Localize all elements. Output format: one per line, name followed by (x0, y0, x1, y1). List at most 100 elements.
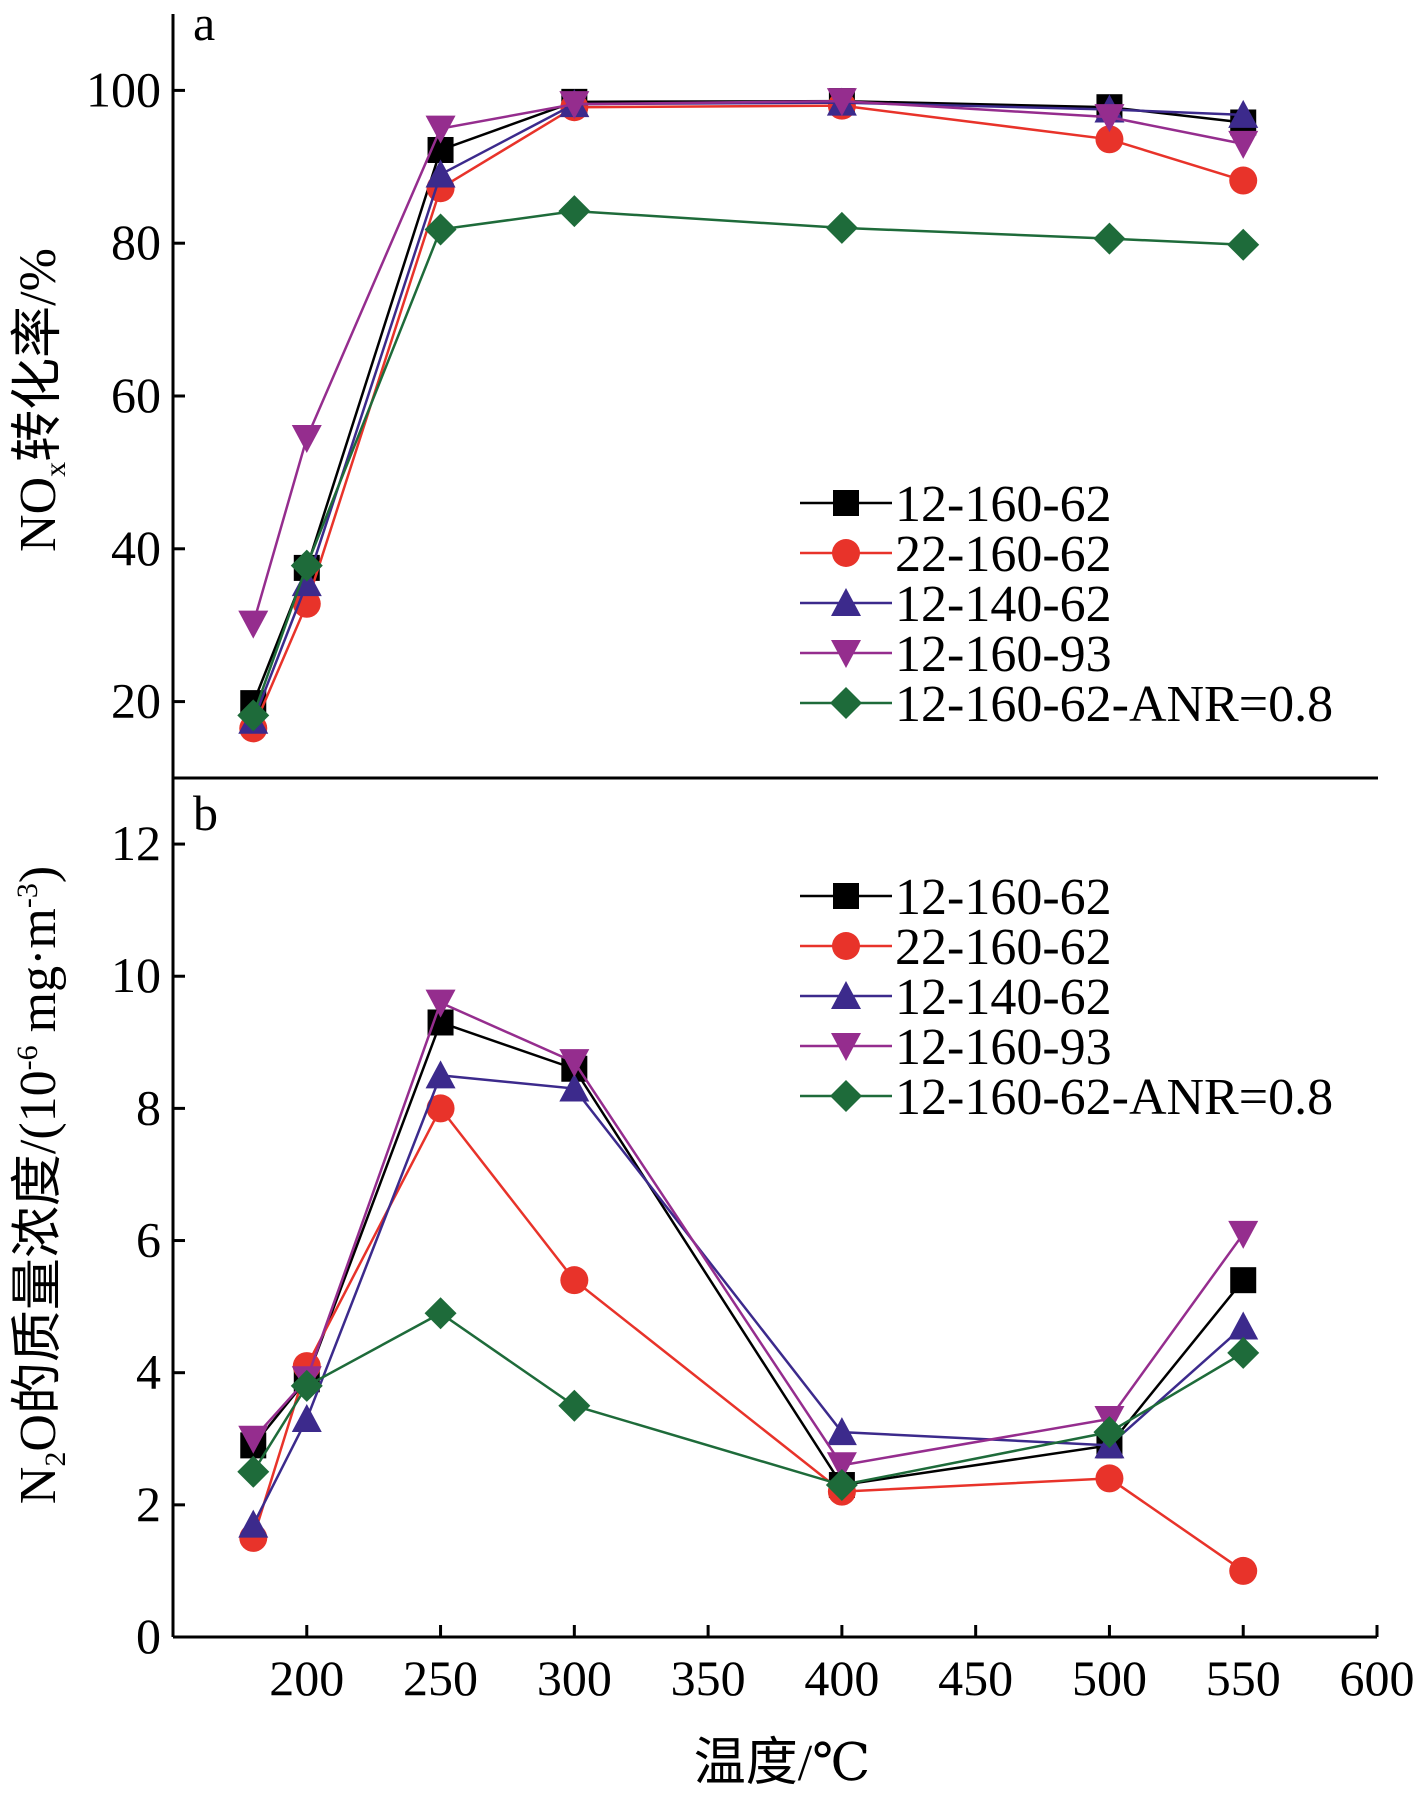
y-tick-label-a-40: 40 (111, 520, 161, 576)
y-tick-label-b-6: 6 (136, 1212, 161, 1268)
legend-marker-b-0 (833, 883, 859, 909)
x-tick-label-300: 300 (537, 1650, 612, 1706)
data-point-a-4-0 (237, 699, 270, 732)
data-point-b-4-5 (1093, 1416, 1126, 1449)
data-point-a-3-1 (291, 425, 322, 454)
legend-layer: 12-160-6222-160-6212-140-6212-160-9312-1… (800, 476, 1333, 1126)
x-tick-label-600: 600 (1340, 1650, 1415, 1706)
data-point-b-2-0 (238, 1509, 269, 1538)
legend-label-b-1: 22-160-62 (895, 919, 1112, 976)
data-point-b-4-3 (558, 1389, 591, 1422)
data-point-b-2-6 (1228, 1311, 1259, 1340)
ticks-layer: 20 40 60 80 100 0 2 4 6 8 10 12 200 250 300 350 400 450 50… (86, 61, 1415, 1706)
legend-label-a-2: 12-140-62 (895, 576, 1112, 633)
data-point-b-1-3 (560, 1266, 589, 1295)
data-point-b-1-5 (1095, 1464, 1124, 1493)
data-point-a-4-5 (1093, 222, 1126, 255)
y-tick-label-a-20: 20 (111, 673, 161, 729)
y-axis-title-a: NOx转化率/% (10, 248, 72, 552)
data-point-b-2-1 (291, 1403, 322, 1432)
y-axis-title-a-main: NO (10, 477, 67, 552)
legend-label-b-3: 12-160-93 (895, 1019, 1112, 1076)
legend-label-a-3: 12-160-93 (895, 626, 1112, 683)
legend-label-b-0: 12-160-62 (895, 869, 1112, 926)
data-point-b-3-0 (238, 1425, 269, 1454)
data-point-a-4-4 (825, 211, 858, 244)
data-point-b-4-6 (1227, 1336, 1260, 1369)
legend-marker-a-2 (831, 588, 861, 616)
y-axis-title-b-rest2: mg·m (10, 908, 67, 1045)
y-axis-title-b: N2O的质量浓度/(10-6 mg·m-3) (10, 866, 72, 1504)
series-a-4 (237, 195, 1260, 732)
data-point-a-3-5 (1094, 104, 1125, 133)
data-point-b-0-6 (1230, 1267, 1257, 1294)
data-point-b-4-1 (290, 1369, 323, 1402)
legend-a: 12-160-6222-160-6212-140-6212-160-9312-1… (800, 476, 1333, 733)
axes-frame (171, 14, 1378, 1639)
data-point-b-2-4 (826, 1417, 857, 1446)
legend-marker-b-2 (831, 981, 861, 1009)
y-tick-label-a-60: 60 (111, 367, 161, 423)
legend-marker-a-1 (832, 539, 860, 567)
data-point-b-2-2 (425, 1060, 456, 1089)
legend-marker-a-4 (830, 687, 862, 719)
y-tick-label-b-12: 12 (111, 815, 161, 871)
x-axis-title: 温度/℃ (694, 1735, 871, 1792)
legend-label-a-4: 12-160-62-ANR=0.8 (895, 676, 1333, 733)
y-axis-title-b-rest: O的质量浓度/(10 (10, 1070, 67, 1451)
data-point-a-4-2 (424, 213, 457, 246)
series-layer (237, 87, 1260, 1585)
series-b-4 (237, 1297, 1260, 1502)
y-tick-label-b-4: 4 (136, 1344, 161, 1400)
y-axis-title-a-rest: 转化率/% (10, 248, 67, 462)
x-tick-label-250: 250 (403, 1650, 478, 1706)
legend-marker-b-3 (831, 1033, 861, 1061)
data-point-a-3-0 (238, 610, 269, 639)
legend-label-b-2: 12-140-62 (895, 969, 1112, 1026)
data-point-a-2-6 (1228, 99, 1259, 128)
legend-label-b-4: 12-160-62-ANR=0.8 (895, 1069, 1333, 1126)
x-tick-label-350: 350 (671, 1650, 746, 1706)
y-tick-label-a-100: 100 (86, 61, 161, 117)
y-tick-label-b-0: 0 (136, 1608, 161, 1664)
data-point-a-2-2 (425, 159, 456, 188)
data-point-b-3-6 (1228, 1220, 1259, 1249)
y-tick-label-b-10: 10 (111, 947, 161, 1003)
data-point-a-3-2 (425, 115, 456, 144)
series-a-3 (238, 88, 1259, 639)
x-tick-label-400: 400 (804, 1650, 879, 1706)
y-axis-title-b-main: N (10, 1467, 67, 1505)
legend-label-a-0: 12-160-62 (895, 476, 1112, 533)
x-tick-label-500: 500 (1072, 1650, 1147, 1706)
y-tick-label-b-2: 2 (136, 1476, 161, 1532)
data-point-a-1-1 (292, 589, 321, 618)
data-point-b-4-2 (424, 1297, 457, 1330)
data-point-a-3-4 (826, 88, 857, 117)
y-axis-title-b-sup2: -3 (11, 883, 44, 908)
data-point-a-4-6 (1227, 228, 1260, 261)
x-tick-label-200: 200 (269, 1650, 344, 1706)
legend-marker-a-0 (833, 490, 859, 516)
data-point-b-3-3 (559, 1049, 590, 1078)
data-point-a-4-3 (558, 195, 591, 228)
y-axis-title-a-sub: x (39, 462, 72, 477)
legend-marker-a-3 (831, 640, 861, 668)
data-point-b-3-2 (425, 989, 456, 1018)
x-tick-label-550: 550 (1206, 1650, 1281, 1706)
legend-label-a-1: 22-160-62 (895, 526, 1112, 583)
data-point-a-1-5 (1095, 125, 1124, 154)
y-axis-title-b-sup: -6 (11, 1045, 44, 1070)
y-axis-title-b-sub: 2 (39, 1452, 72, 1467)
panel-label-a: a (193, 0, 215, 51)
y-tick-label-a-80: 80 (111, 214, 161, 270)
data-point-a-4-1 (290, 549, 323, 582)
data-point-a-1-6 (1229, 166, 1258, 195)
legend-marker-b-1 (832, 932, 860, 960)
panel-label-b: b (193, 785, 218, 841)
legend-marker-b-4 (830, 1080, 862, 1112)
x-tick-label-450: 450 (938, 1650, 1013, 1706)
data-point-b-2-3 (559, 1073, 590, 1102)
data-point-a-3-3 (559, 91, 590, 120)
data-point-b-4-0 (237, 1455, 270, 1488)
